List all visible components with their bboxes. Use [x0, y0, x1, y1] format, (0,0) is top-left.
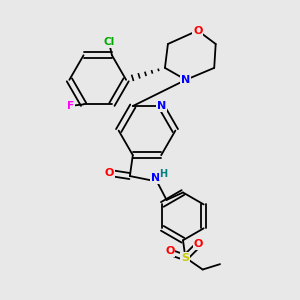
Text: N: N — [151, 173, 160, 183]
Text: O: O — [193, 26, 203, 36]
Text: O: O — [165, 246, 175, 256]
Text: H: H — [160, 169, 168, 179]
Text: N: N — [157, 101, 166, 111]
Text: F: F — [67, 101, 74, 111]
Text: O: O — [194, 239, 203, 249]
Text: O: O — [104, 168, 114, 178]
Text: N: N — [181, 75, 190, 85]
Text: Cl: Cl — [103, 37, 115, 47]
Text: S: S — [182, 253, 189, 262]
